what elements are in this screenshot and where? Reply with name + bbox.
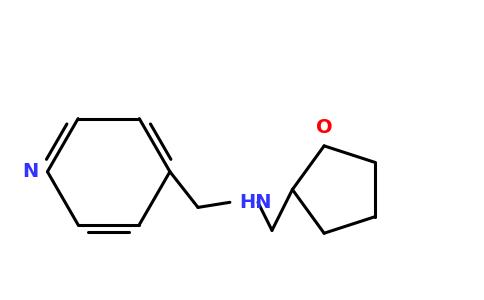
Text: O: O xyxy=(316,118,333,137)
Text: HN: HN xyxy=(239,193,272,212)
Text: N: N xyxy=(22,162,39,181)
